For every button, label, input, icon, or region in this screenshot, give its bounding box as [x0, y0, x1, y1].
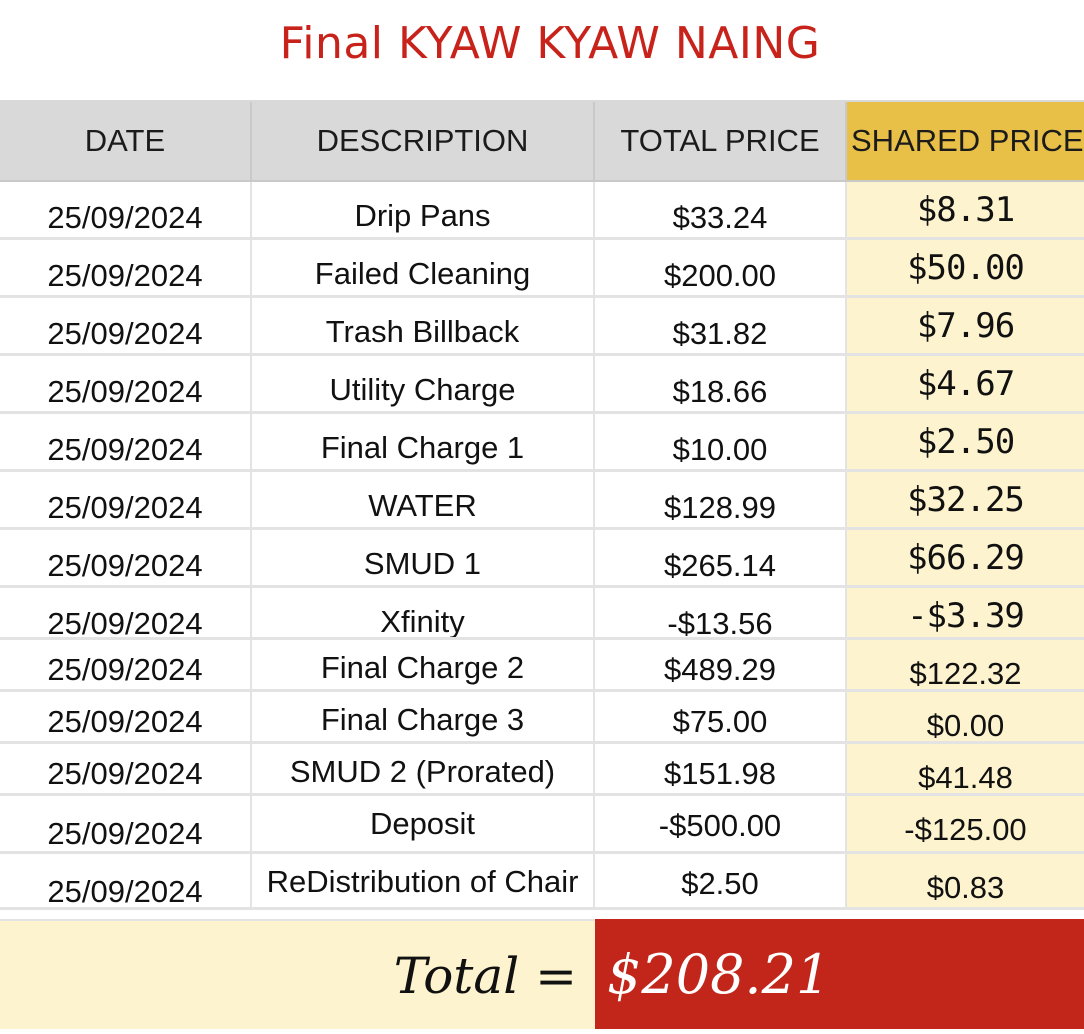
- cell-description[interactable]: WATER: [252, 472, 595, 527]
- cell-description[interactable]: Trash Billback: [252, 298, 595, 353]
- cell-date[interactable]: 25/09/2024: [0, 854, 252, 907]
- cell-total-price[interactable]: $128.99: [595, 472, 847, 527]
- header-description[interactable]: DESCRIPTION: [252, 102, 595, 180]
- cell-shared-price[interactable]: $50.00: [847, 240, 1084, 295]
- cell-description[interactable]: Deposit: [252, 796, 595, 851]
- cell-date[interactable]: 25/09/2024: [0, 182, 252, 237]
- cell-total-price[interactable]: $10.00: [595, 414, 847, 469]
- title-row[interactable]: Final KYAW KYAW NAING: [0, 0, 1084, 102]
- table-row: 25/09/2024 WATER $128.99 $32.25: [0, 472, 1084, 530]
- cell-date[interactable]: 25/09/2024: [0, 414, 252, 469]
- cell-description[interactable]: ReDistribution of Chair: [252, 854, 595, 907]
- table-row: 25/09/2024 Utility Charge $18.66 $4.67: [0, 356, 1084, 414]
- bottom-edge: [0, 1029, 1084, 1034]
- cell-description[interactable]: SMUD 1: [252, 530, 595, 585]
- table-row: 25/09/2024 Failed Cleaning $200.00 $50.00: [0, 240, 1084, 298]
- table-row: 25/09/2024 ReDistribution of Chair $2.50 $0…: [0, 854, 1084, 910]
- table-row: 25/09/2024 Deposit -$500.00 -$125.00: [0, 796, 1084, 854]
- cell-date[interactable]: 25/09/2024: [0, 588, 252, 637]
- cell-date[interactable]: 25/09/2024: [0, 796, 252, 851]
- total-value: $208.21: [607, 943, 831, 1006]
- total-row: Total = $208.21: [0, 919, 1084, 1029]
- header-shared-price[interactable]: SHARED PRICE: [847, 102, 1084, 180]
- cell-total-price[interactable]: $265.14: [595, 530, 847, 585]
- table-row: 25/09/2024 Final Charge 2 $489.29 $122.32: [0, 640, 1084, 692]
- cell-shared-price[interactable]: $7.96: [847, 298, 1084, 353]
- cell-total-price[interactable]: $2.50: [595, 854, 847, 907]
- table-row: 25/09/2024 Final Charge 3 $75.00 $0.00: [0, 692, 1084, 744]
- cell-total-price[interactable]: $33.24: [595, 182, 847, 237]
- table-row: 25/09/2024 SMUD 1 $265.14 $66.29: [0, 530, 1084, 588]
- table-row: 25/09/2024 Xfinity -$13.56 -$3.39: [0, 588, 1084, 640]
- cell-total-price[interactable]: $151.98: [595, 744, 847, 793]
- cell-date[interactable]: 25/09/2024: [0, 744, 252, 793]
- total-label-cell[interactable]: Total =: [0, 919, 595, 1029]
- total-value-cell[interactable]: $208.21: [595, 919, 1084, 1029]
- cell-description[interactable]: Final Charge 1: [252, 414, 595, 469]
- table-row: 25/09/2024 Drip Pans $33.24 $8.31: [0, 182, 1084, 240]
- cell-description[interactable]: Utility Charge: [252, 356, 595, 411]
- cell-description[interactable]: Drip Pans: [252, 182, 595, 237]
- cell-date[interactable]: 25/09/2024: [0, 530, 252, 585]
- cell-shared-price[interactable]: -$125.00: [847, 796, 1084, 851]
- cell-shared-price[interactable]: $32.25: [847, 472, 1084, 527]
- cell-description[interactable]: Final Charge 2: [252, 640, 595, 689]
- cell-shared-price[interactable]: $4.67: [847, 356, 1084, 411]
- cell-shared-price[interactable]: -$3.39: [847, 588, 1084, 637]
- header-date[interactable]: DATE: [0, 102, 252, 180]
- table-row: 25/09/2024 Trash Billback $31.82 $7.96: [0, 298, 1084, 356]
- cell-shared-price[interactable]: $0.00: [847, 692, 1084, 741]
- cell-shared-price[interactable]: $122.32: [847, 640, 1084, 689]
- sheet-title: Final KYAW KYAW NAING: [279, 18, 821, 69]
- cell-date[interactable]: 25/09/2024: [0, 692, 252, 741]
- cell-description[interactable]: Final Charge 3: [252, 692, 595, 741]
- cell-shared-price[interactable]: $41.48: [847, 744, 1084, 793]
- cell-shared-price[interactable]: $2.50: [847, 414, 1084, 469]
- cell-date[interactable]: 25/09/2024: [0, 298, 252, 353]
- cell-total-price[interactable]: $31.82: [595, 298, 847, 353]
- cell-total-price[interactable]: $489.29: [595, 640, 847, 689]
- cell-total-price[interactable]: $75.00: [595, 692, 847, 741]
- cell-date[interactable]: 25/09/2024: [0, 640, 252, 689]
- cell-date[interactable]: 25/09/2024: [0, 472, 252, 527]
- header-row: DATE DESCRIPTION TOTAL PRICE SHARED PRIC…: [0, 102, 1084, 182]
- cell-shared-price[interactable]: $0.83: [847, 854, 1084, 907]
- cell-total-price[interactable]: $18.66: [595, 356, 847, 411]
- table-row: 25/09/2024 SMUD 2 (Prorated) $151.98 $41.48: [0, 744, 1084, 796]
- cell-description[interactable]: SMUD 2 (Prorated): [252, 744, 595, 793]
- cell-total-price[interactable]: -$13.56: [595, 588, 847, 637]
- cell-shared-price[interactable]: $66.29: [847, 530, 1084, 585]
- cell-total-price[interactable]: $200.00: [595, 240, 847, 295]
- total-label: Total =: [393, 947, 577, 1005]
- table-row: 25/09/2024 Final Charge 1 $10.00 $2.50: [0, 414, 1084, 472]
- cell-description[interactable]: Failed Cleaning: [252, 240, 595, 295]
- cell-description[interactable]: Xfinity: [252, 588, 595, 637]
- cell-total-price[interactable]: -$500.00: [595, 796, 847, 851]
- cell-shared-price[interactable]: $8.31: [847, 182, 1084, 237]
- header-total-price[interactable]: TOTAL PRICE: [595, 102, 847, 180]
- cell-date[interactable]: 25/09/2024: [0, 356, 252, 411]
- data-rows: 25/09/2024 Drip Pans $33.24 $8.31 25/09/2024…: [0, 182, 1084, 910]
- cell-date[interactable]: 25/09/2024: [0, 240, 252, 295]
